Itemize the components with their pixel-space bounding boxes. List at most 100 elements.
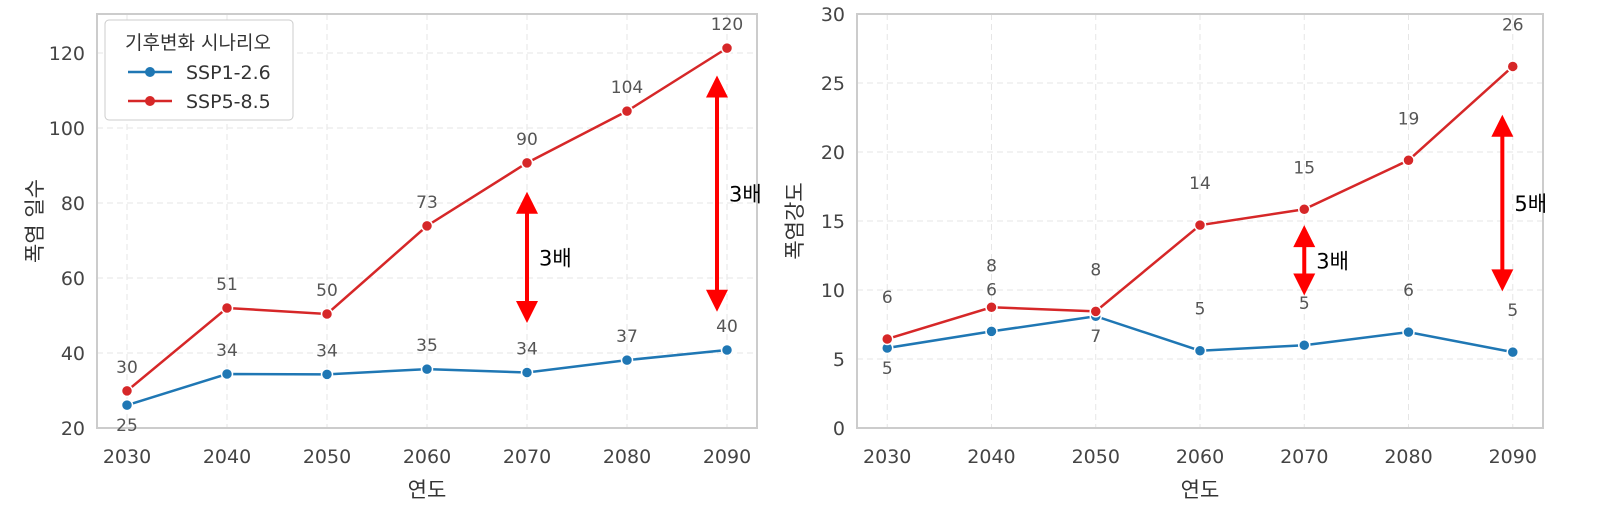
y-tick-label: 100 [49,118,85,140]
data-label: 104 [611,78,643,98]
data-label: 6 [1403,281,1414,301]
data-label: 15 [1293,158,1315,178]
legend-marker-ssp1 [145,67,155,77]
data-label: 14 [1189,174,1211,194]
chart-heat-days: 2030 2040 2050 2060 2070 2080 2090204060801001… [23,13,762,502]
data-point [1402,154,1415,167]
data-point [1298,203,1311,216]
data-label: 8 [986,256,997,276]
data-point [1402,325,1415,339]
data-label: 5 [882,359,893,379]
data-label: 90 [516,130,538,150]
data-point [520,366,534,379]
x-tick-label: 2060 [403,446,451,468]
arrow-head-up [706,75,728,98]
data-label: 37 [616,327,638,347]
x-tick-label: 2080 [1384,446,1432,468]
data-point [1506,345,1520,359]
legend-label-ssp5: SSP5-8.5 [186,91,271,113]
y-tick-label: 40 [61,343,85,365]
data-point [420,219,434,233]
data-label: 5 [1299,294,1310,314]
y-tick-label: 20 [61,418,85,440]
data-label: 35 [416,336,438,356]
ratio-annotation: 5배 [1514,192,1547,216]
data-point [1089,305,1102,318]
x-tick-label: 2070 [503,446,551,468]
data-label: 51 [216,275,238,295]
data-label: 19 [1398,109,1420,129]
data-label: 40 [716,317,738,337]
data-point [320,368,334,381]
y-tick-label: 20 [821,142,845,164]
data-label: 25 [116,416,138,436]
arrow-head-up [1293,225,1316,248]
data-point [985,301,998,314]
data-label: 50 [316,281,338,301]
data-point [1506,60,1520,73]
data-label: 26 [1502,15,1524,35]
y-tick-label: 0 [833,418,845,440]
x-tick-label: 2070 [1280,446,1328,468]
arrow-head-up [516,191,538,214]
arrow-head-up [1491,114,1514,137]
plot-frame [96,13,758,429]
x-axis-label: 연도 [1181,478,1220,502]
legend-title: 기후변화 시나리오 [125,32,271,54]
data-label: 5 [1195,300,1206,320]
data-point [520,156,534,170]
data-point [420,362,434,376]
data-label: 8 [1090,260,1101,280]
data-point [620,104,634,118]
ratio-annotation: 3배 [1316,249,1349,273]
x-tick-label: 2090 [703,446,751,468]
y-tick-label: 60 [61,268,85,290]
data-label: 30 [116,358,138,378]
data-label: 34 [216,341,238,361]
arrow-head-down [516,301,538,323]
data-point [720,41,734,55]
x-tick-label: 2050 [303,446,351,468]
data-point [320,307,334,321]
data-point [120,398,134,412]
x-tick-label: 2060 [1176,446,1224,468]
data-point [120,384,134,398]
y-tick-label: 25 [821,73,845,95]
ratio-annotation: 3배 [729,183,762,207]
arrow-head-down [706,289,728,312]
ratio-annotation: 3배 [539,246,572,270]
x-tick-label: 2040 [203,446,251,468]
data-point [1193,218,1207,232]
y-axis-label: 폭염강도 [783,182,807,259]
data-point [720,343,734,357]
data-label: 5 [1507,301,1518,321]
data-label: 6 [882,288,893,308]
arrow-head-down [1491,269,1514,292]
x-tick-label: 2030 [103,446,151,468]
legend-box [104,19,294,121]
x-tick-label: 2050 [1072,446,1120,468]
data-label: 34 [316,341,338,361]
data-point [985,325,998,338]
y-tick-label: 80 [61,193,85,215]
data-label: 120 [711,15,743,35]
data-point [1298,338,1311,352]
legend: 기후변화 시나리오 SSP1-2.6 SSP5-8.5 [104,19,294,121]
data-label: 73 [416,193,438,213]
data-label: 6 [986,280,997,300]
x-tick-label: 2040 [967,446,1015,468]
arrow-head-down [1293,273,1316,296]
y-axis-label: 폭염 일수 [23,179,47,263]
data-point [1193,344,1207,357]
y-tick-label: 120 [49,43,85,65]
y-tick-label: 15 [821,211,845,233]
legend-label-ssp1: SSP1-2.6 [186,62,271,84]
chart-heat-intensity: 2030 2040 2050 2060 2070 2080 2090 0 5 10 15 20 25 30… [783,4,1547,502]
legend-marker-ssp5 [145,96,155,106]
data-label: 7 [1090,327,1101,347]
x-tick-label: 2080 [603,446,651,468]
data-label: 34 [516,340,538,360]
y-tick-label: 10 [821,280,845,302]
x-axis-label: 연도 [408,478,447,502]
